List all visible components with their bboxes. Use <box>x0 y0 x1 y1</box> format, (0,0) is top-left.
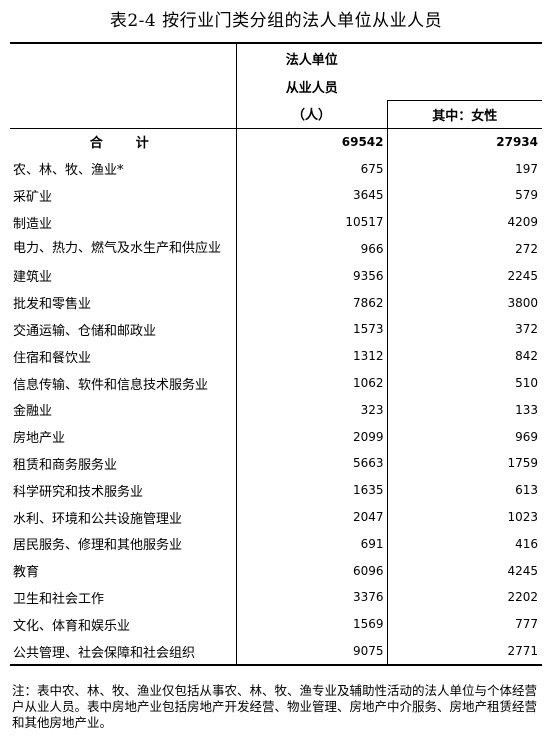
page-title: 表2-4 按行业门类分组的法人单位从业人员 <box>109 11 443 31</box>
industry-name: 制造业 <box>13 216 53 232</box>
employees-female: 4245 <box>386 557 542 585</box>
employees-female: 372 <box>386 316 542 343</box>
employees-total: 6096 <box>235 557 387 585</box>
employees-total: 10517 <box>235 208 387 236</box>
table-row: 教育 6096 4245 <box>10 557 542 585</box>
table-row: 金融业 323 133 <box>10 396 542 424</box>
industry-name: 文化、体育和娱乐业 <box>13 618 131 634</box>
employees-total: 3645 <box>235 182 387 209</box>
table-row: 水利、环境和公共设施管理业 2047 1023 <box>10 503 542 531</box>
employees-female: 2245 <box>386 262 542 290</box>
employees-total: 2047 <box>235 503 387 531</box>
industry-name: 教育 <box>13 565 40 581</box>
table-row: 交通运输、仓储和邮政业 1573 372 <box>10 316 542 343</box>
employees-total: 323 <box>235 396 387 424</box>
industry-name: 公共管理、社会保障和社会组织 <box>10 637 236 667</box>
employees-total: 69542 <box>235 128 387 156</box>
industry-name: 采矿业 <box>13 189 53 205</box>
table-row: 批发和零售业 7862 3800 <box>10 289 542 317</box>
employees-female: 4209 <box>386 208 542 236</box>
table-row: 科学研究和技术服务业 1635 613 <box>10 476 542 504</box>
employees-female: 272 <box>386 235 542 263</box>
industry-name: 电力、热力、燃气及水生产和供应业 <box>13 241 222 257</box>
table-row: 采矿业 3645 579 <box>10 182 542 209</box>
industry-name: 房地产业 <box>13 431 66 447</box>
employees-total: 1312 <box>235 342 387 370</box>
industry-name: 信息传输、软件和信息技术服务业 <box>13 377 209 393</box>
industry-name: 科学研究和技术服务业 <box>13 484 144 500</box>
employees-female: 842 <box>386 342 542 370</box>
industry-name: 批发和零售业 <box>13 297 92 313</box>
table-row: 建筑业 9356 2245 <box>10 262 542 290</box>
employees-total: 966 <box>235 235 387 263</box>
employment-table: 法人单位 从业人员 （人） 其中：女性 合 计 69542 27934 农、林、牧、渔… <box>10 42 542 667</box>
table-row: 制造业 10517 4209 <box>10 208 542 236</box>
employees-female: 197 <box>386 155 542 183</box>
employees-total: 2099 <box>235 423 387 451</box>
employees-female: 579 <box>386 182 542 209</box>
employees-female: 969 <box>386 423 542 451</box>
industry-name: 水利、环境和公共设施管理业 <box>13 511 183 527</box>
header-units-label: 法人单位 <box>235 43 387 72</box>
table-row: 公共管理、社会保障和社会组织 9075 2771 <box>10 637 542 667</box>
table-row: 租赁和商务服务业 5663 1759 <box>10 450 542 477</box>
table-row: 住宿和餐饮业 1312 842 <box>10 342 542 370</box>
employees-total: 1573 <box>235 316 387 343</box>
employees-female: 133 <box>386 396 542 424</box>
table-body: 合 计 69542 27934 农、林、牧、渔业* 675 197 采矿业 3645 579 制造… <box>10 128 542 667</box>
employees-total: 9356 <box>235 262 387 290</box>
employees-female: 510 <box>386 369 542 397</box>
table-row: 农、林、牧、渔业* 675 197 <box>10 155 542 183</box>
employees-female: 2771 <box>386 637 542 667</box>
table-row: 卫生和社会工作 3376 2202 <box>10 584 542 611</box>
table-row: 电力、热力、燃气及水生产和供应业 966 272 <box>10 235 542 263</box>
header-unit-label: （人） <box>235 100 387 128</box>
table-row: 居民服务、修理和其他服务业 691 416 <box>10 530 542 558</box>
industry-name: 居民服务、修理和其他服务业 <box>13 538 183 554</box>
table-row: 房地产业 2099 969 <box>10 423 542 451</box>
header-employees-label: 从业人员 <box>235 72 387 100</box>
employees-total: 9075 <box>235 637 387 667</box>
table-header: 法人单位 从业人员 （人） 其中：女性 <box>10 43 542 128</box>
employees-total: 5663 <box>235 450 387 477</box>
employees-female: 777 <box>386 610 542 638</box>
industry-name: 建筑业 <box>13 270 53 286</box>
header-female-label: 其中：女性 <box>386 99 542 128</box>
industry-name: 合 计 <box>89 136 159 152</box>
industry-name: 农、林、牧、渔业* <box>13 163 124 179</box>
employees-female: 27934 <box>386 128 542 156</box>
table-row: 文化、体育和娱乐业 1569 777 <box>10 610 542 638</box>
industry-name: 卫生和社会工作 <box>13 591 105 607</box>
industry-name: 住宿和餐饮业 <box>13 350 92 366</box>
employees-female: 1023 <box>386 503 542 531</box>
employees-female: 3800 <box>386 289 542 317</box>
employees-total: 691 <box>235 530 387 558</box>
table-row: 信息传输、软件和信息技术服务业 1062 510 <box>10 369 542 397</box>
employees-total: 1569 <box>235 610 387 638</box>
industry-name: 租赁和商务服务业 <box>13 457 118 473</box>
employees-total: 7862 <box>235 289 387 317</box>
employees-total: 3376 <box>235 584 387 611</box>
employees-female: 1759 <box>386 450 542 477</box>
employees-total: 675 <box>235 155 387 183</box>
employees-female: 613 <box>386 476 542 504</box>
table-note: 注：表中农、林、牧、渔业仅包括从事农、林、牧、渔专业及辅助性活动的法人单位与个体… <box>12 683 538 730</box>
industry-name: 金融业 <box>13 404 53 420</box>
employees-total: 1635 <box>235 476 387 504</box>
employees-female: 416 <box>386 530 542 558</box>
employees-total: 1062 <box>235 369 387 397</box>
total-row: 合 计 69542 27934 <box>10 128 542 156</box>
industry-name: 交通运输、仓储和邮政业 <box>13 323 157 339</box>
employees-female: 2202 <box>386 584 542 611</box>
